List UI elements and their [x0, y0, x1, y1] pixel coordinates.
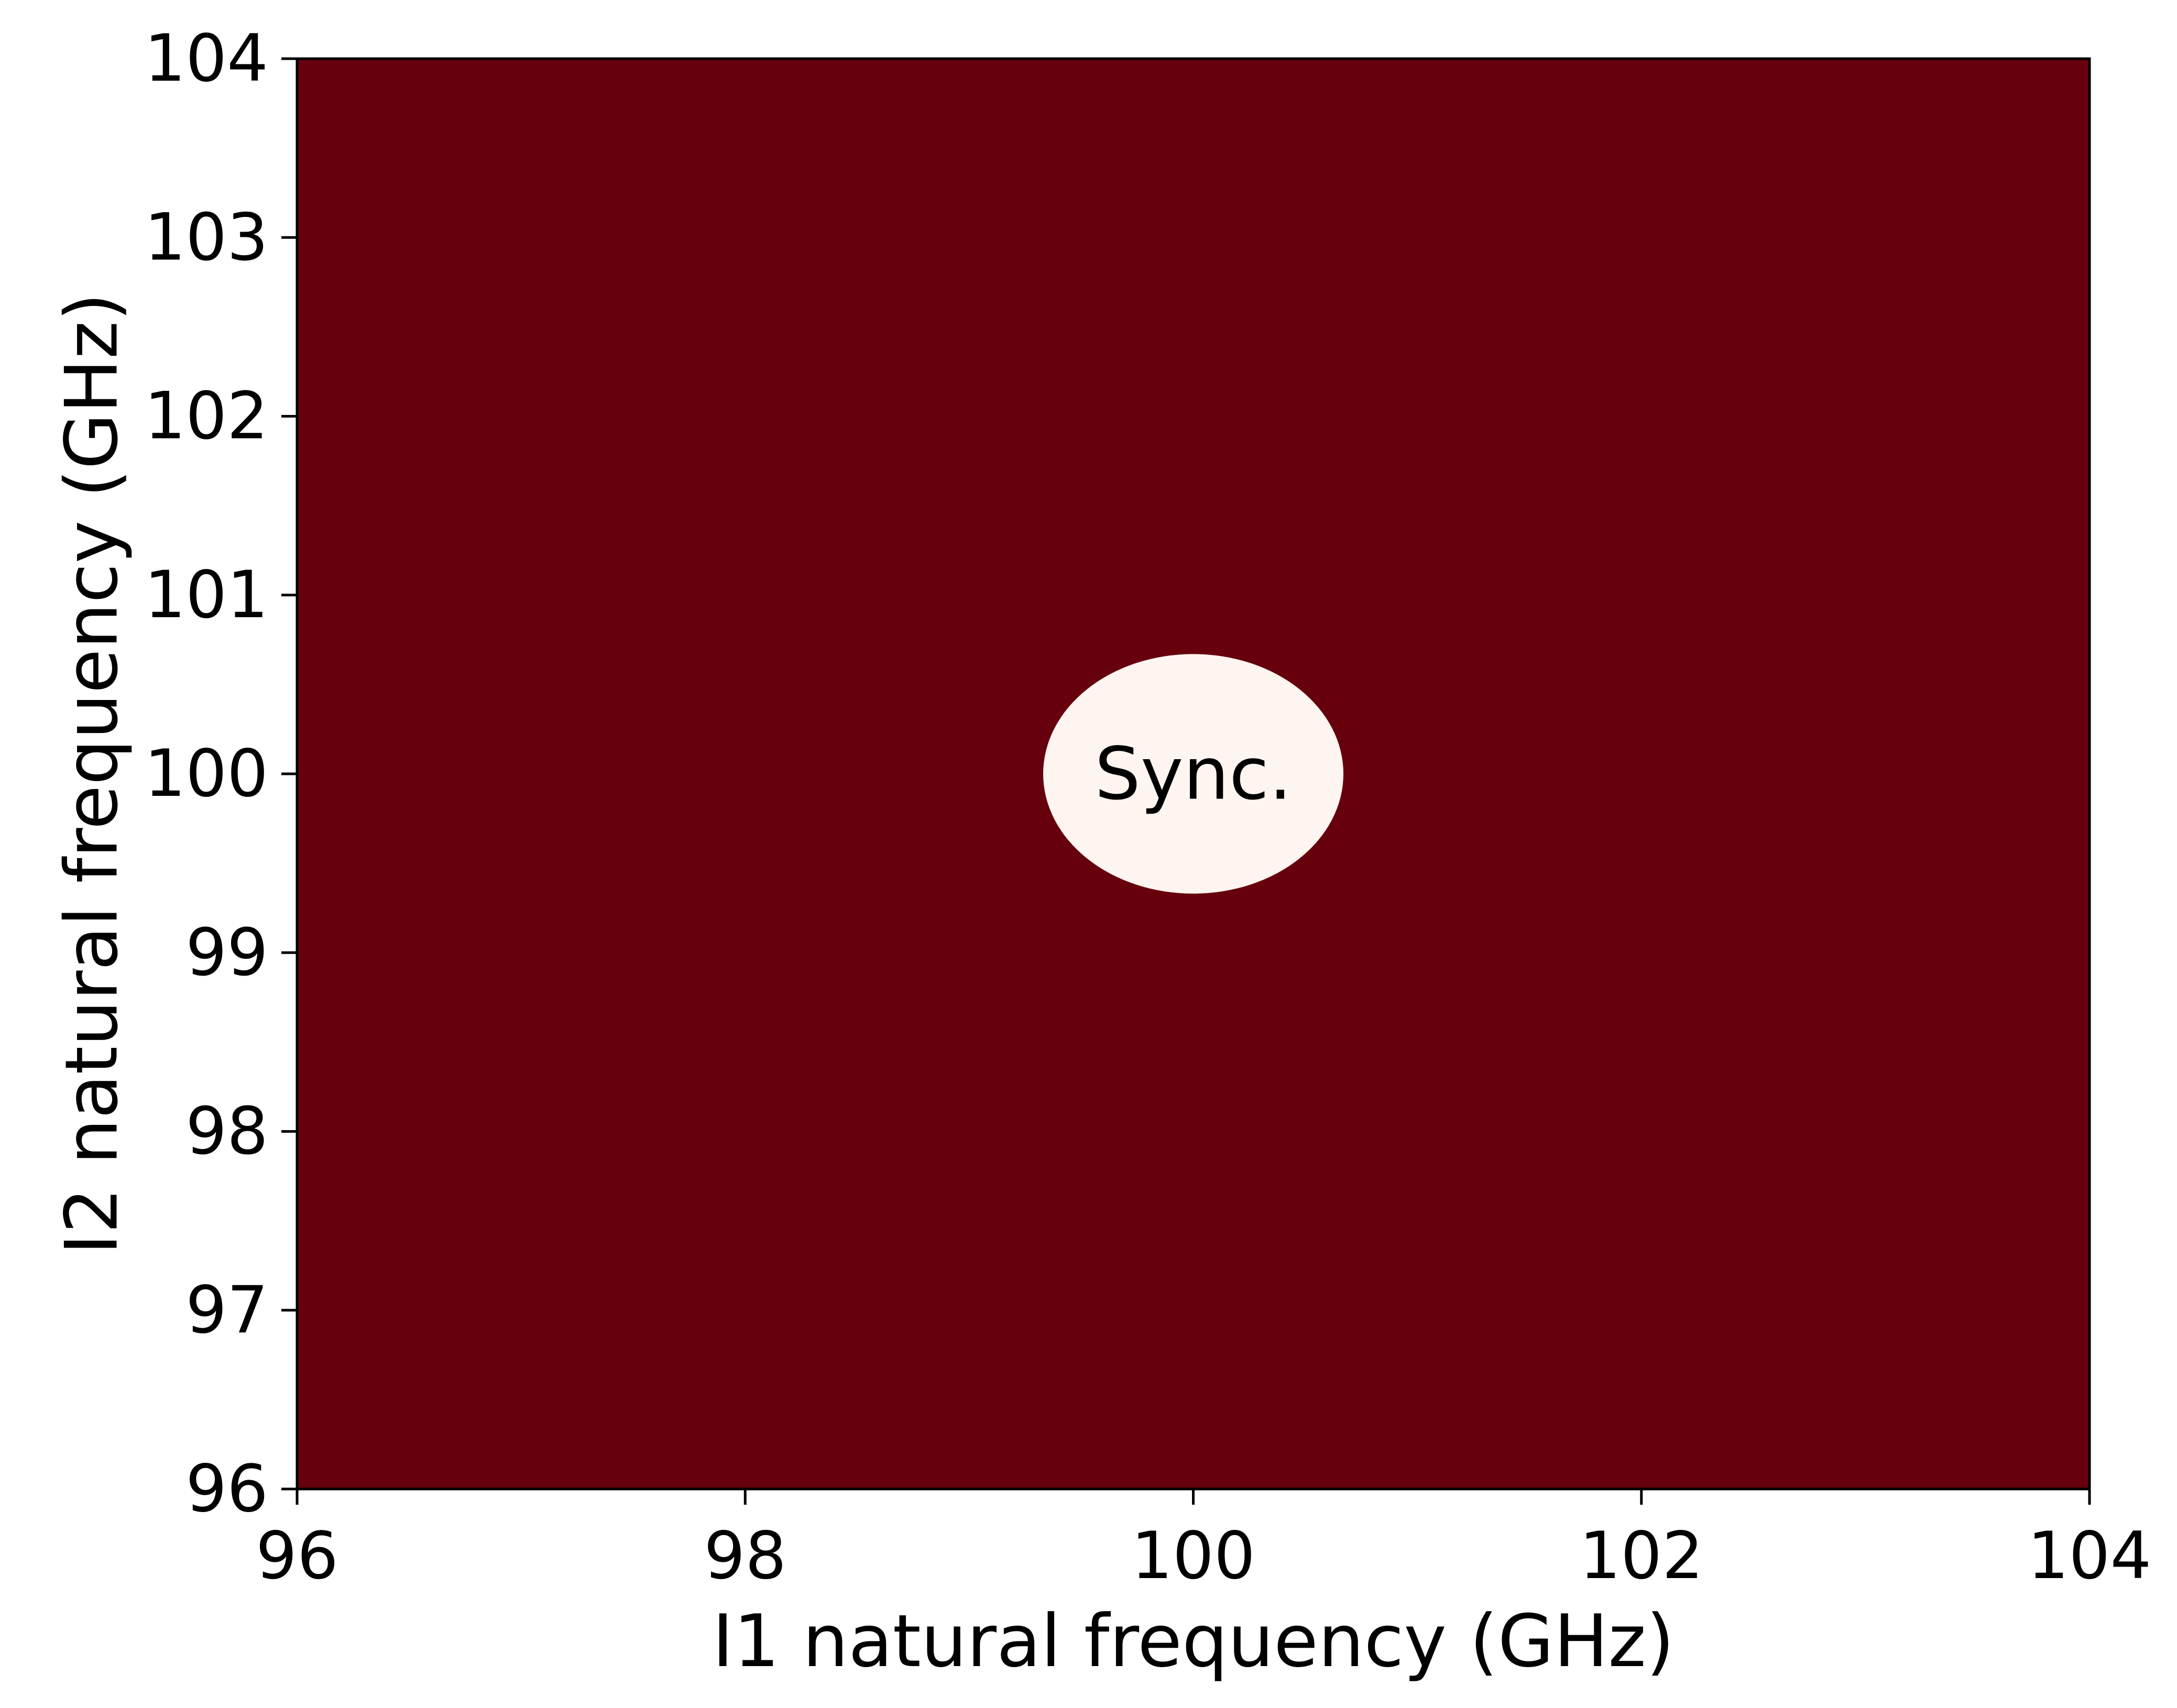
x-tick-label: 100 — [1131, 1518, 1255, 1594]
x-tick-label: 102 — [1579, 1518, 1703, 1594]
x-axis-ticks: 96 98 100 102 104 — [256, 1489, 2151, 1594]
x-tick-label: 98 — [704, 1518, 786, 1594]
x-tick-label: 96 — [256, 1518, 338, 1594]
sync-region-label: Sync. — [1095, 732, 1292, 816]
y-axis-ticks: 96 97 98 99 100 101 102 103 104 — [144, 21, 297, 1527]
y-tick-label: 103 — [144, 200, 268, 275]
y-tick-label: 102 — [144, 379, 268, 454]
y-tick-label: 104 — [144, 21, 268, 96]
y-tick-label: 98 — [185, 1094, 268, 1169]
y-tick-label: 99 — [185, 915, 268, 990]
y-tick-label: 100 — [144, 736, 268, 812]
x-axis-label: I1 natural frequency (GHz) — [712, 1599, 1674, 1683]
sync-region — [1043, 654, 1344, 894]
x-tick-label: 104 — [2028, 1518, 2152, 1594]
y-axis-label: I2 natural frequency (GHz) — [50, 293, 134, 1255]
y-tick-label: 97 — [185, 1273, 268, 1348]
y-tick-label: 101 — [144, 557, 268, 633]
y-tick-label: 96 — [185, 1451, 268, 1527]
